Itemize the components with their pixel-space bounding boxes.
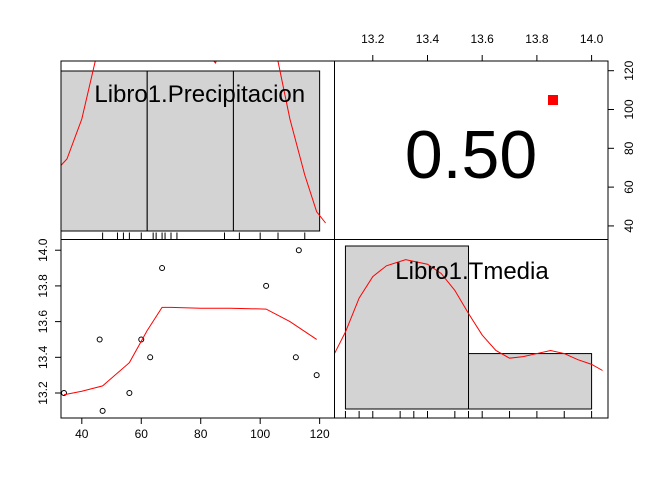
correlation-marker xyxy=(548,95,558,105)
scatter-point xyxy=(147,354,154,361)
y-tick-label-right: 40 xyxy=(622,219,636,233)
x-tick-label-top: 14.0 xyxy=(580,32,604,46)
y-tick-label-left: 13.2 xyxy=(36,381,50,405)
x-tick-label-top: 13.2 xyxy=(361,32,385,46)
diag-label-precipitacion: Libro1.Precipitacion xyxy=(94,81,305,108)
density-curve xyxy=(334,259,603,371)
x-tick-label-top: 13.6 xyxy=(471,32,495,46)
panel-frame xyxy=(334,239,609,419)
scatter-point xyxy=(96,336,103,343)
correlation-value: 0.50 xyxy=(405,117,537,193)
y-tick-label-right: 60 xyxy=(622,180,636,194)
histogram-bar xyxy=(232,70,321,232)
x-tick-label-bottom: 100 xyxy=(250,427,270,441)
x-tick-label-bottom: 120 xyxy=(310,427,330,441)
density-curve-left xyxy=(61,61,96,167)
y-tick-label-right: 80 xyxy=(622,141,636,155)
diag-label-tmedia: Libro1.Tmedia xyxy=(395,258,549,285)
y-tick-label-left: 13.4 xyxy=(36,345,50,369)
scatter-point xyxy=(263,282,270,289)
scatter-point xyxy=(295,247,302,254)
smooth-line xyxy=(63,306,317,396)
panel-top-right: 0.50 xyxy=(405,95,558,193)
panel-bottom-left xyxy=(60,247,320,414)
x-tick-label-bottom: 80 xyxy=(194,427,208,441)
y-tick-label-right: 120 xyxy=(622,60,636,80)
y-tick-label-left: 14.0 xyxy=(36,238,50,262)
histogram-bar xyxy=(344,245,470,410)
x-tick-label-bottom: 40 xyxy=(75,427,89,441)
scatter-point xyxy=(159,265,166,272)
scatter-point xyxy=(292,354,299,361)
axes: 40 60 80 100 120 13.2 13.4 13.6 13.8 14.0 13.2 13.4… xyxy=(36,32,636,441)
histogram-bar xyxy=(60,70,148,232)
panel-top-left: Libro1.Precipitacion xyxy=(60,61,326,240)
histogram-bar xyxy=(468,353,593,410)
x-tick-label-bottom: 60 xyxy=(135,427,149,441)
panel-frame xyxy=(60,239,335,419)
histogram-bar xyxy=(146,70,234,232)
x-tick-label-top: 13.8 xyxy=(525,32,549,46)
y-tick-label-right: 100 xyxy=(622,99,636,119)
scatter-point xyxy=(126,390,133,397)
scatter-point xyxy=(99,407,106,414)
y-tick-label-left: 13.8 xyxy=(36,274,50,298)
scatter-point xyxy=(313,372,320,379)
panel-bottom-right: Libro1.Tmedia xyxy=(334,245,603,418)
y-tick-label-left: 13.6 xyxy=(36,310,50,334)
x-tick-label-top: 13.4 xyxy=(416,32,440,46)
density-curve-right xyxy=(213,61,326,224)
